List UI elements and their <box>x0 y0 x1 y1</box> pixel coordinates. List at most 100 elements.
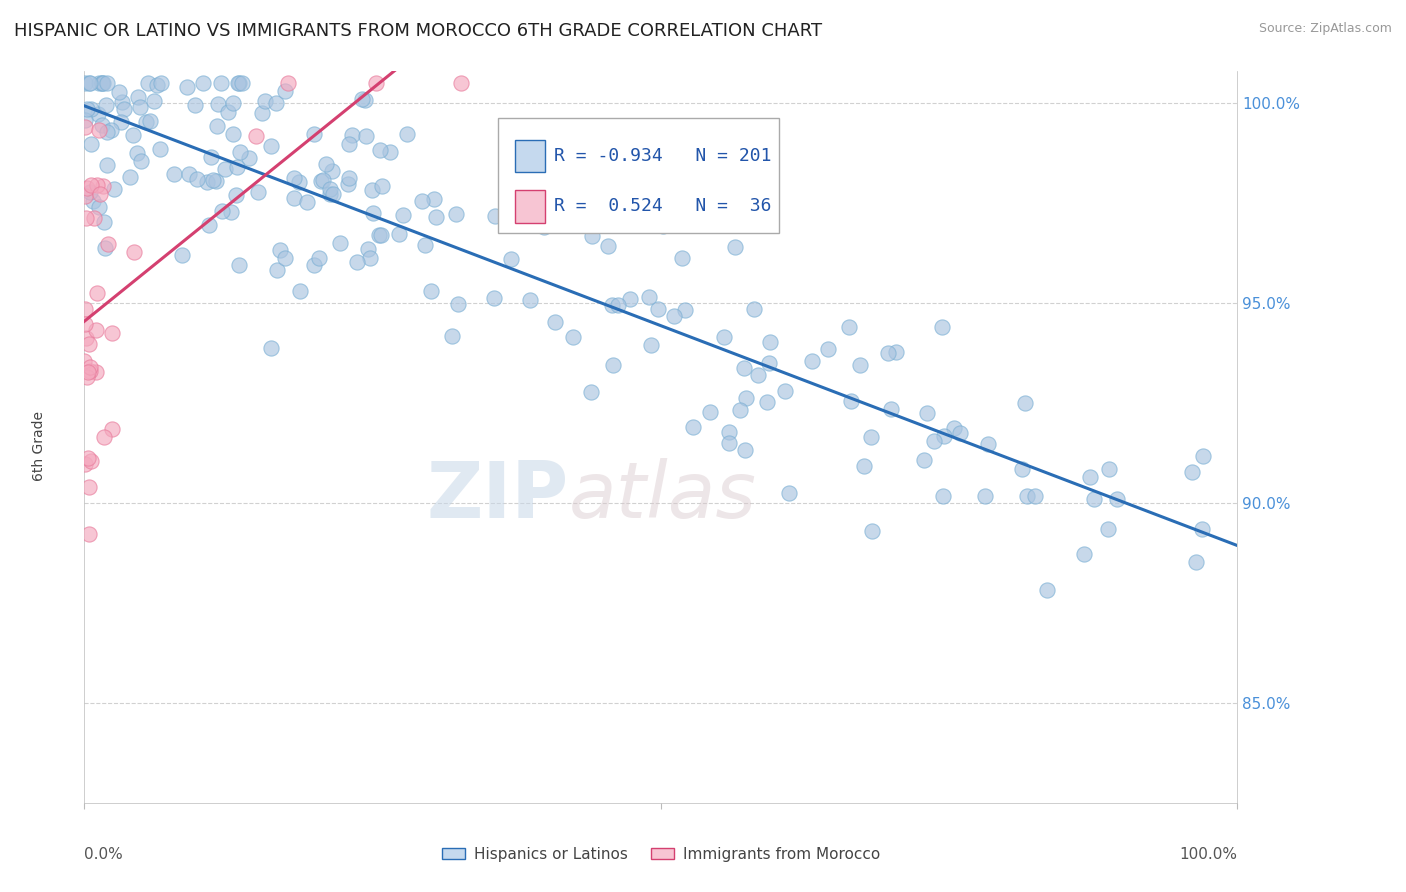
Point <box>912 452 935 467</box>
Point <box>201 172 224 186</box>
Point <box>391 208 413 222</box>
Point <box>94 241 117 255</box>
Point <box>96 98 118 112</box>
Point <box>197 219 219 233</box>
Point <box>368 144 391 158</box>
Point <box>747 368 769 382</box>
Point <box>302 258 325 272</box>
Point <box>219 205 242 219</box>
Point <box>1097 522 1119 536</box>
Point <box>176 79 198 94</box>
Point <box>129 100 152 114</box>
Point <box>100 123 122 137</box>
Point <box>533 220 555 235</box>
Point <box>1105 491 1128 506</box>
Point <box>191 76 214 90</box>
Point <box>127 89 149 103</box>
Point <box>252 105 274 120</box>
Point <box>932 489 955 503</box>
Point <box>801 354 824 368</box>
Point <box>388 227 411 241</box>
Point <box>73 76 96 90</box>
Point <box>110 115 132 129</box>
Point <box>519 293 541 307</box>
Legend: Hispanics or Latinos, Immigrants from Morocco: Hispanics or Latinos, Immigrants from Mo… <box>436 841 886 868</box>
Point <box>322 186 344 201</box>
Point <box>411 194 433 209</box>
Point <box>773 384 796 398</box>
Point <box>108 85 131 99</box>
Point <box>931 320 953 334</box>
Point <box>440 329 463 343</box>
Text: atlas: atlas <box>568 458 756 533</box>
Point <box>1024 489 1046 503</box>
Point <box>662 309 685 323</box>
Point <box>75 113 97 128</box>
Point <box>77 337 100 351</box>
Point <box>880 401 903 416</box>
Point <box>309 174 332 188</box>
Point <box>76 102 98 116</box>
Text: R =  0.524   N =  36: R = 0.524 N = 36 <box>554 197 772 216</box>
Point <box>231 76 253 90</box>
Point <box>228 76 250 90</box>
Point <box>848 358 870 372</box>
Point <box>949 425 972 440</box>
Point <box>1014 395 1036 409</box>
Point <box>346 255 368 269</box>
Point <box>217 105 239 120</box>
Point <box>260 342 283 356</box>
Point <box>499 252 522 266</box>
Point <box>76 370 98 384</box>
Point <box>839 394 862 409</box>
Point <box>96 158 118 172</box>
Point <box>238 151 260 165</box>
Text: 6th Grade: 6th Grade <box>32 411 46 481</box>
Point <box>353 93 375 107</box>
Point <box>366 76 388 90</box>
Point <box>742 301 765 316</box>
Point <box>361 183 384 197</box>
Point <box>259 139 281 153</box>
Point <box>143 94 166 108</box>
Point <box>228 258 250 272</box>
Point <box>266 96 288 111</box>
Point <box>75 301 97 316</box>
Point <box>877 346 900 360</box>
Point <box>228 76 250 90</box>
Point <box>319 186 342 201</box>
Point <box>508 209 530 223</box>
Text: 100.0%: 100.0% <box>1180 847 1237 862</box>
Point <box>73 458 96 472</box>
Point <box>170 247 193 261</box>
Point <box>84 322 107 336</box>
Point <box>671 251 693 265</box>
Point <box>755 395 778 409</box>
Point <box>221 95 243 110</box>
Point <box>852 458 875 473</box>
Point <box>336 178 359 192</box>
Point <box>713 329 735 343</box>
Point <box>138 113 160 128</box>
Point <box>1184 555 1206 569</box>
Point <box>420 284 443 298</box>
Point <box>80 102 103 116</box>
Point <box>699 404 721 418</box>
Point <box>380 145 402 159</box>
Point <box>315 156 337 170</box>
Point <box>370 228 392 243</box>
Point <box>337 170 360 185</box>
Point <box>122 245 145 260</box>
Point <box>96 76 118 90</box>
Point <box>283 171 305 186</box>
Point <box>544 315 567 329</box>
Point <box>638 289 661 303</box>
Point <box>288 175 311 189</box>
Point <box>932 429 955 443</box>
Point <box>97 237 120 252</box>
Point <box>75 317 97 331</box>
Point <box>82 194 104 209</box>
Point <box>446 297 468 311</box>
Point <box>302 128 325 142</box>
Point <box>177 167 200 181</box>
